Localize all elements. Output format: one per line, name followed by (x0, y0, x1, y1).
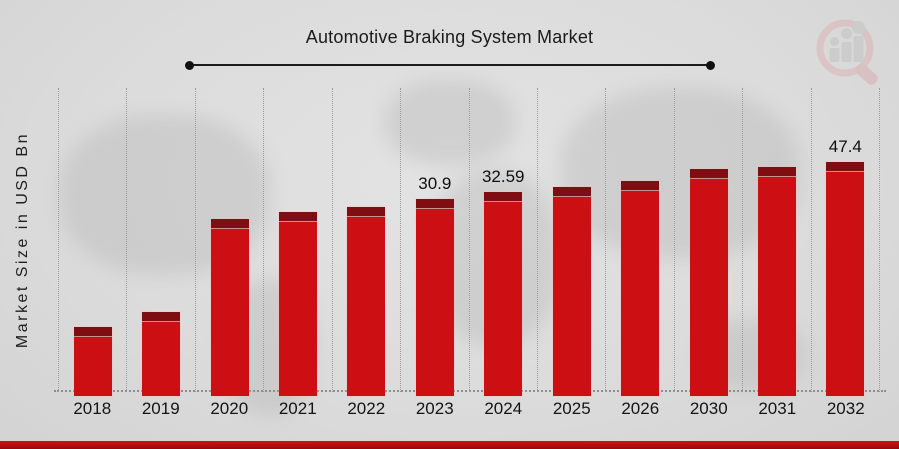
bar-2025 (552, 187, 591, 396)
bar-2018 (73, 327, 112, 396)
bar-column-2026 (605, 88, 673, 396)
bar-2023 (415, 199, 454, 396)
title-underline-with-end-dots (185, 60, 715, 70)
bar-cap-2018 (73, 327, 112, 337)
bar-value-label-2024: 32.59 (481, 167, 525, 186)
bar-wrap-2025 (552, 187, 591, 396)
bar-2020 (210, 219, 249, 396)
bar-cap-2020 (210, 219, 249, 229)
bar-wrap-2022 (347, 207, 386, 396)
x-axis-label-2020: 2020 (210, 399, 249, 418)
bar-wrap-2024: 32.59 (481, 167, 525, 396)
bar-column-2022 (331, 88, 400, 396)
x-axis-label-2018: 2018 (73, 399, 112, 418)
bar-2024 (484, 192, 523, 396)
bar-cap-2024 (484, 192, 523, 202)
bar-2021 (278, 212, 317, 396)
bar-cap-2023 (415, 199, 454, 209)
bar-column-2020 (194, 88, 263, 396)
bar-cap-2030 (689, 169, 728, 179)
bar-cap-2022 (347, 207, 386, 217)
plot-columns: 30.9 32.59 47.4 (58, 88, 881, 396)
x-axis-label-2026: 2026 (621, 399, 660, 418)
y-axis-label: Market Size in USD Bn (14, 131, 31, 349)
bottom-accent-band (0, 441, 899, 449)
bar-column-2021 (263, 88, 331, 396)
bar-cap-2019 (142, 312, 181, 322)
x-axis-label-2019: 2019 (141, 399, 180, 418)
bar-wrap-2026 (621, 181, 660, 396)
bar-column-2018 (58, 88, 126, 396)
bar-column-2031 (742, 88, 810, 396)
bar-column-2032: 47.4 (810, 88, 881, 396)
map-watermark-europe (385, 80, 515, 165)
chart-title: Automotive Braking System Market (305, 27, 594, 47)
bar-wrap-2031 (757, 167, 796, 396)
plot-area: 30.9 32.59 47.4 (54, 88, 886, 396)
x-axis-label-2031: 2031 (758, 399, 797, 418)
bar-value-label-2023: 30.9 (418, 174, 452, 193)
bar-wrap-2020 (210, 219, 249, 396)
x-axis-label-2023: 2023 (415, 399, 454, 418)
bar-2022 (347, 207, 386, 396)
bar-cap-2031 (757, 167, 796, 177)
bar-cap-2026 (621, 181, 660, 191)
bar-column-2024: 32.59 (468, 88, 537, 396)
bar-cap-2025 (552, 187, 591, 197)
x-axis-labels: 2018 2019 2020 2021 2022 2023 2024 2025 2026 2030… (58, 399, 880, 419)
bar-column-2030 (673, 88, 742, 396)
bar-column-2023: 30.9 (400, 88, 468, 396)
bar-2030 (689, 169, 728, 396)
y-axis-label-box: Market Size in USD Bn (8, 88, 38, 392)
bar-column-2019 (126, 88, 194, 396)
x-axis-label-2030: 2030 (689, 399, 728, 418)
x-axis-label-2022: 2022 (347, 399, 386, 418)
bar-wrap-2032: 47.4 (826, 137, 865, 396)
x-axis-label-2025: 2025 (552, 399, 591, 418)
x-axis-label-2032: 2032 (826, 399, 865, 418)
bar-value-label-2032: 47.4 (828, 137, 862, 156)
bar-wrap-2030 (689, 169, 728, 396)
bar-wrap-2021 (278, 212, 317, 396)
x-axis-baseline (54, 390, 886, 392)
bar-2026 (621, 181, 660, 396)
x-axis-label-2021: 2021 (278, 399, 317, 418)
market-research-future-logo-icon (816, 19, 878, 85)
bar-wrap-2018 (73, 327, 112, 396)
bar-2031 (757, 167, 796, 396)
x-axis-label-2024: 2024 (484, 399, 523, 418)
bar-wrap-2023: 30.9 (415, 174, 454, 396)
bar-wrap-2019 (142, 312, 181, 396)
bar-2032 (826, 162, 865, 396)
bar-column-2025 (536, 88, 605, 396)
bar-cap-2021 (278, 212, 317, 222)
bar-2019 (142, 312, 181, 396)
bar-cap-2032 (826, 162, 865, 172)
